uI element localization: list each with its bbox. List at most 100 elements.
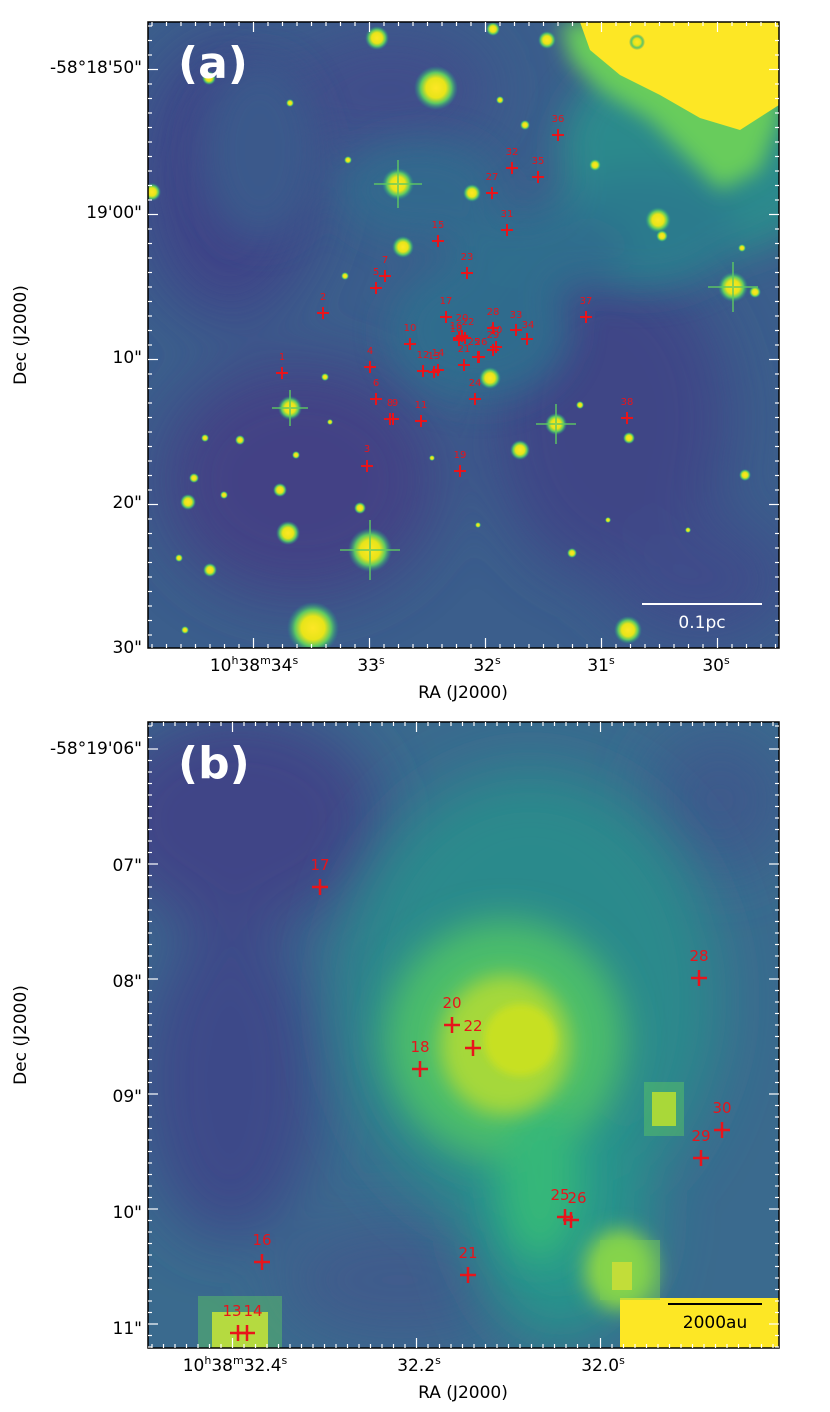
panel-a-source-5-marker	[370, 282, 382, 294]
panel-a-source-21-marker	[458, 359, 470, 371]
panel-a-source-20-label: 20	[456, 313, 469, 324]
panel-a-source-36-marker	[552, 129, 564, 141]
panel-a-sources: 1234567891011121314151617181920212223242…	[276, 114, 633, 477]
panel-a-source-14-label: 14	[432, 348, 445, 359]
panel-a-source-12-marker	[417, 365, 429, 377]
panel-a-source-30-label: 30	[490, 325, 503, 336]
panel-b-source-26-label: 26	[567, 1189, 586, 1207]
panel-a-source-6-marker	[370, 393, 382, 405]
panel-a-ytick-5: 30"	[113, 638, 142, 658]
panel-a-ylabel: Dec (J2000)	[11, 285, 31, 385]
panel-b-ticks	[148, 722, 779, 1348]
panel-a-source-30-marker	[490, 341, 502, 353]
panel-a-source-11-label: 11	[415, 400, 428, 411]
panel-a-source-17-marker	[440, 311, 452, 323]
panel-b-source-30-marker	[714, 1122, 730, 1138]
panel-a-source-13-label: 13	[428, 351, 441, 362]
panel-a-source-6-label: 6	[373, 378, 379, 389]
panel-b-xtick-1: 10h38m32.4s	[183, 1354, 288, 1376]
panel-a-source-22-marker	[459, 332, 471, 344]
panel-a-source-17-label: 17	[440, 296, 453, 307]
panel-a-source-28-marker	[487, 322, 499, 334]
panel-b-source-17-label: 17	[310, 856, 329, 874]
panel-b-ytick-5: 10"	[113, 1203, 142, 1223]
panel-b-scalebar-label: 2000au	[683, 1313, 747, 1333]
panel-a-letter: (a)	[178, 38, 248, 89]
panel-a-source-23-label: 23	[461, 252, 474, 263]
panel-b-source-17-marker	[312, 879, 328, 895]
panel-a-source-26-label: 26	[475, 337, 488, 348]
panel-a-source-7-label: 7	[382, 255, 388, 266]
panel-b-source-21-label: 21	[458, 1244, 477, 1262]
panel-a-source-14-marker	[432, 364, 444, 376]
panel-b-source-25-label: 25	[550, 1186, 569, 1204]
panel-a-source-24-marker	[469, 393, 481, 405]
panel-b-source-30-label: 30	[712, 1099, 731, 1117]
panel-a-source-23-marker	[461, 267, 473, 279]
panel-a-source-33-marker	[510, 324, 522, 336]
panel-b-source-28-label: 28	[689, 947, 708, 965]
panel-a-source-12-label: 12	[417, 350, 430, 361]
panel-b-source-22-marker	[465, 1040, 481, 1056]
panel-b-xlabel: RA (J2000)	[418, 1383, 508, 1403]
panel-a-source-34-marker	[521, 333, 533, 345]
panel-a-source-5-label: 5	[373, 267, 379, 278]
panel-a-source-32-marker	[506, 162, 518, 174]
panel-a-source-9-label: 9	[392, 398, 398, 409]
panel-b-source-20-marker	[444, 1017, 460, 1033]
panel-a-source-1-marker	[276, 367, 288, 379]
panel-a-source-15-label: 15	[432, 220, 445, 231]
panel-a-source-36-label: 36	[552, 114, 565, 125]
panel-a-source-27-label: 27	[486, 172, 499, 183]
panel-a-xtick-2: 33s	[357, 654, 385, 676]
panel-b-ytick-1: -58°19'06"	[50, 739, 142, 759]
panel-b-frame	[147, 721, 780, 1349]
panel-a-source-37-label: 37	[580, 296, 593, 307]
panel-b-ylabel: Dec (J2000)	[11, 985, 31, 1085]
panel-a-source-16-label: 16	[450, 321, 463, 332]
panel-a-source-10-label: 10	[404, 323, 417, 334]
panel-a-ticks	[148, 22, 779, 648]
panel-a-source-29-label: 29	[487, 330, 500, 341]
panel-b-source-14-label: 14	[243, 1302, 262, 1320]
panel-a-source-31-marker	[501, 224, 513, 236]
panel-a-xtick-3: 32s	[473, 654, 501, 676]
panel-a-source-24-label: 24	[469, 378, 482, 389]
panel-b-source-29-label: 29	[691, 1127, 710, 1145]
panel-b-source-13-label: 13	[222, 1302, 241, 1320]
panel-a-ytick-1: -58°18'50"	[50, 58, 142, 78]
panel-a-xtick-5: 30s	[702, 654, 730, 676]
panel-b-ytick-2: 07"	[113, 856, 142, 876]
panel-a-source-28-label: 28	[487, 307, 500, 318]
panel-a-source-37-marker	[580, 311, 592, 323]
panel-a-source-32-label: 32	[506, 147, 519, 158]
panel-a-source-38-marker	[621, 412, 633, 424]
panel-a-source-22-label: 22	[462, 317, 475, 328]
panel-a-source-10-marker	[404, 338, 416, 350]
panel-b-xtick-3: 32.0s	[581, 1354, 625, 1376]
panel-a-ytick-4: 20"	[113, 493, 142, 513]
panel-a-source-33-label: 33	[510, 310, 523, 321]
panel-a-source-26-marker	[473, 351, 485, 363]
stars	[148, 22, 761, 648]
panel-b-source-26-marker	[563, 1212, 579, 1228]
panel-a-source-2-marker	[317, 307, 329, 319]
panel-b-ytick-3: 08"	[113, 972, 142, 992]
panel-a-source-31-label: 31	[501, 209, 514, 220]
panel-b-source-29-marker	[693, 1150, 709, 1166]
panel-a-source-7-marker	[379, 270, 391, 282]
panel-b-source-16-marker	[254, 1254, 270, 1270]
panel-a-source-3-label: 3	[364, 444, 370, 455]
panel-a-xtick-1: 10h38m34s	[210, 654, 299, 676]
panel-a-image	[148, 22, 779, 648]
panel-b-source-20-label: 20	[442, 994, 461, 1012]
panel-a-xlabel: RA (J2000)	[418, 683, 508, 703]
panel-a-source-8-label: 8	[387, 398, 393, 409]
panel-a-source-4-marker	[364, 361, 376, 373]
panel-a-frame	[147, 21, 780, 649]
panel-b-source-28-marker	[691, 970, 707, 986]
panel-a-source-35-label: 35	[532, 156, 545, 167]
panel-b-xtick-2: 32.2s	[397, 1354, 441, 1376]
panel-a-source-18-label: 18	[450, 324, 463, 335]
